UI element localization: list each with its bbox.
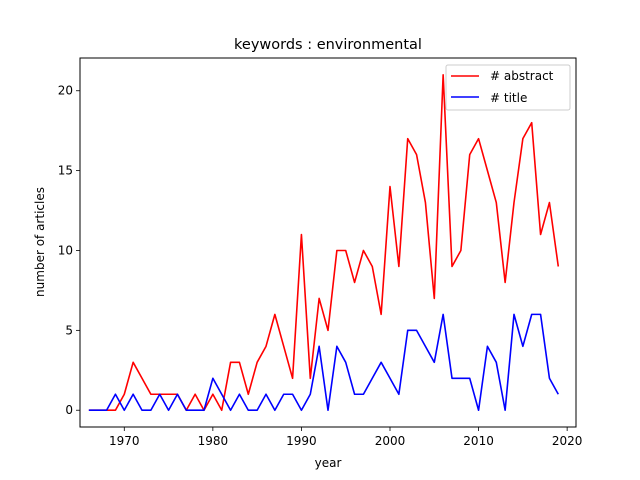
x-tick-label-2020: 2020 — [552, 434, 583, 448]
x-tick-label-2010: 2010 — [463, 434, 494, 448]
y-tick-label-20: 20 — [58, 84, 73, 98]
y-tick-label-10: 10 — [58, 243, 73, 257]
x-tick-label-1970: 1970 — [109, 434, 140, 448]
y-tick-label-15: 15 — [58, 164, 73, 178]
series-layer — [88, 73, 560, 412]
x-axis-label: year — [315, 456, 342, 470]
legend-label-title: # title — [490, 91, 527, 105]
chart-title: keywords : environmental — [234, 37, 422, 53]
plot-area-frame — [79, 57, 577, 428]
y-tick-label-0: 0 — [65, 403, 73, 417]
y-tick-label-5: 5 — [65, 323, 73, 337]
series-line-title — [88, 313, 559, 412]
ticks-layer: 1970 1980 1990 2000 2010 2020 0 5 10 15 20 — [58, 84, 583, 448]
x-tick-label-1990: 1990 — [286, 434, 317, 448]
x-tick-label-1980: 1980 — [198, 434, 229, 448]
y-axis-label: number of articles — [33, 187, 47, 297]
series-line-abstract — [88, 73, 560, 412]
legend-label-abstract: # abstract — [490, 69, 554, 83]
legend: # abstract # title — [445, 64, 571, 111]
x-tick-label-2000: 2000 — [375, 434, 406, 448]
